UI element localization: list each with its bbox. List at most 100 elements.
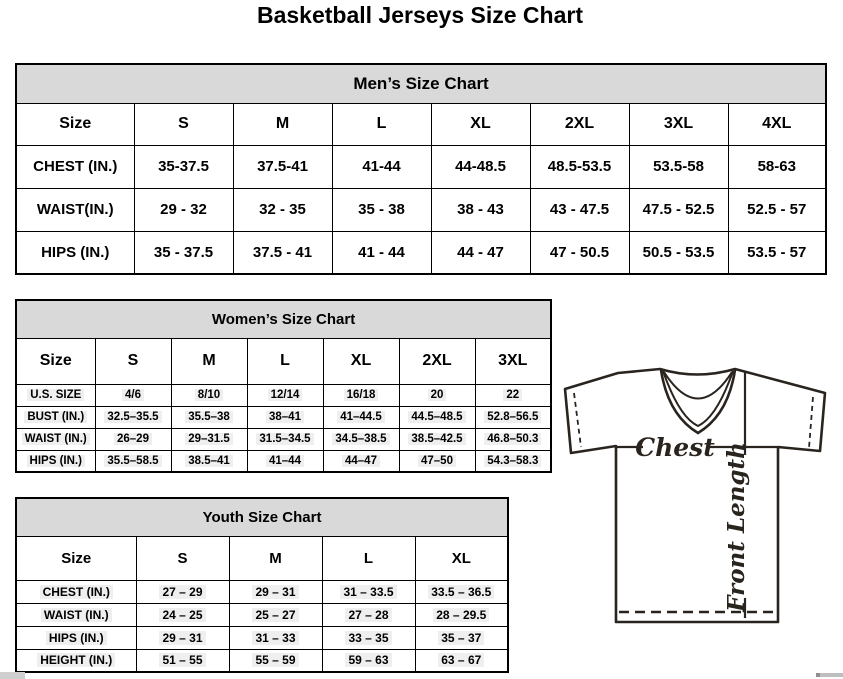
jersey-measurement-diagram: Chest Front Length — [563, 367, 827, 624]
women-measurement-row: BUST (IN.) 32.5–35.5 35.5–38 38–41 41–44.5 44… — [15, 405, 552, 429]
size-value-cell: 38.5–41 — [170, 449, 248, 473]
size-value-cell: 32 - 35 — [232, 187, 333, 232]
size-value-cell: 29–31.5 — [170, 427, 248, 451]
size-value-cell: 63 – 67 — [414, 648, 509, 673]
size-value-cell: 37.5 - 41 — [232, 230, 333, 275]
chest-label: Chest — [635, 433, 715, 462]
youth-col-header-xl: XL — [414, 535, 509, 581]
women-col-header-xl: XL — [322, 337, 400, 385]
size-value-cell: 26–29 — [94, 427, 172, 451]
size-value-cell: 55 – 59 — [228, 648, 323, 673]
left-cuff-dashed-line — [573, 392, 582, 448]
women-table-title: Women’s Size Chart — [15, 299, 552, 339]
size-value-cell: 52.8–56.5 — [474, 405, 552, 429]
screen-edge-fragment-right — [816, 673, 843, 677]
row-label: HIPS (IN.) — [15, 625, 137, 650]
size-value-cell: 4/6 — [94, 383, 172, 407]
size-value-cell: 43 - 47.5 — [529, 187, 630, 232]
youth-col-header-m: M — [228, 535, 323, 581]
size-value-cell: 32.5–35.5 — [94, 405, 172, 429]
jersey-outline — [563, 367, 827, 624]
size-value-cell: 33 – 35 — [321, 625, 416, 650]
men-measurement-row: CHEST (IN.) 35-37.5 37.5-41 41-44 44-48.5 48.… — [15, 144, 827, 189]
collar-vneck-outer — [659, 369, 737, 435]
women-col-header-m: M — [170, 337, 248, 385]
men-col-header-2xl: 2XL — [529, 102, 630, 146]
size-value-cell: 35 - 37.5 — [133, 230, 234, 275]
size-value-cell: 52.5 - 57 — [727, 187, 827, 232]
youth-measurement-row: CHEST (IN.) 27 – 29 29 – 31 31 – 33.5 33.5 –… — [15, 579, 509, 604]
size-value-cell: 47.5 - 52.5 — [628, 187, 729, 232]
size-value-cell: 38.5–42.5 — [398, 427, 476, 451]
size-value-cell: 20 — [398, 383, 476, 407]
row-label: BUST (IN.) — [15, 405, 96, 429]
women-measurement-row: HIPS (IN.) 35.5–58.5 38.5–41 41–44 44–47 47–5… — [15, 449, 552, 473]
size-value-cell: 24 – 25 — [135, 602, 230, 627]
size-value-cell: 41–44 — [246, 449, 324, 473]
size-value-cell: 33.5 – 36.5 — [414, 579, 509, 604]
men-col-header-3xl: 3XL — [628, 102, 729, 146]
size-value-cell: 41–44.5 — [322, 405, 400, 429]
size-value-cell: 38 - 43 — [430, 187, 531, 232]
youth-col-header-size: Size — [15, 535, 137, 581]
mens-size-table: Men’s Size Chart Size S M L XL 2XL 3XL 4XL CHEST … — [15, 63, 828, 275]
size-value-cell: 47 - 50.5 — [529, 230, 630, 275]
size-value-cell: 29 – 31 — [228, 579, 323, 604]
men-col-header-m: M — [232, 102, 333, 146]
size-value-cell: 58-63 — [727, 144, 827, 189]
women-col-header-s: S — [94, 337, 172, 385]
size-value-cell: 51 – 55 — [135, 648, 230, 673]
size-value-cell: 44–47 — [322, 449, 400, 473]
youth-measurement-row: WAIST (IN.) 24 – 25 25 – 27 27 – 28 28 – 29.… — [15, 602, 509, 627]
women-col-header-3xl: 3XL — [474, 337, 552, 385]
size-value-cell: 54.3–58.3 — [474, 449, 552, 473]
size-value-cell: 59 – 63 — [321, 648, 416, 673]
row-label: WAIST (IN.) — [15, 602, 137, 627]
men-col-header-4xl: 4XL — [727, 102, 827, 146]
men-col-header-s: S — [133, 102, 234, 146]
size-value-cell: 31.5–34.5 — [246, 427, 324, 451]
size-value-cell: 8/10 — [170, 383, 248, 407]
size-value-cell: 35.5–38 — [170, 405, 248, 429]
size-value-cell: 29 – 31 — [135, 625, 230, 650]
youth-col-header-l: L — [321, 535, 416, 581]
size-value-cell: 44 - 47 — [430, 230, 531, 275]
page-title: Basketball Jerseys Size Chart — [256, 2, 583, 28]
size-value-cell: 34.5–38.5 — [322, 427, 400, 451]
size-value-cell: 25 – 27 — [228, 602, 323, 627]
size-value-cell: 27 – 29 — [135, 579, 230, 604]
size-value-cell: 22 — [474, 383, 552, 407]
collar-rib-inner — [663, 371, 733, 400]
size-value-cell: 35-37.5 — [133, 144, 234, 189]
size-value-cell: 35 – 37 — [414, 625, 509, 650]
size-value-cell: 44-48.5 — [430, 144, 531, 189]
size-value-cell: 27 – 28 — [321, 602, 416, 627]
youth-table-title: Youth Size Chart — [15, 497, 509, 537]
men-col-header-l: L — [331, 102, 432, 146]
size-value-cell: 48.5-53.5 — [529, 144, 630, 189]
collar-rib-middle — [662, 370, 734, 428]
row-label: CHEST (IN.) — [15, 579, 137, 604]
row-label: HEIGHT (IN.) — [15, 648, 137, 673]
size-value-cell: 44.5–48.5 — [398, 405, 476, 429]
women-measurement-row: U.S. SIZE 4/6 8/10 12/14 16/18 20 22 — [15, 383, 552, 407]
men-col-header-xl: XL — [430, 102, 531, 146]
row-label: HIPS (IN.) — [15, 230, 135, 275]
size-value-cell: 50.5 - 53.5 — [628, 230, 729, 275]
men-measurement-row: WAIST(IN.) 29 - 32 32 - 35 35 - 38 38 - 43 43… — [15, 187, 827, 232]
size-value-cell: 53.5 - 57 — [727, 230, 827, 275]
size-value-cell: 28 – 29.5 — [414, 602, 509, 627]
front-length-label: Front Length — [723, 442, 750, 613]
men-col-header-size: Size — [15, 102, 135, 146]
size-value-cell: 37.5-41 — [232, 144, 333, 189]
size-value-cell: 47–50 — [398, 449, 476, 473]
row-label: WAIST (IN.) — [15, 427, 96, 451]
youth-col-header-s: S — [135, 535, 230, 581]
size-value-cell: 41-44 — [331, 144, 432, 189]
men-measurement-row: HIPS (IN.) 35 - 37.5 37.5 - 41 41 - 44 44 - … — [15, 230, 827, 275]
size-value-cell: 38–41 — [246, 405, 324, 429]
row-label: U.S. SIZE — [15, 383, 96, 407]
size-value-cell: 29 - 32 — [133, 187, 234, 232]
size-value-cell: 31 – 33 — [228, 625, 323, 650]
